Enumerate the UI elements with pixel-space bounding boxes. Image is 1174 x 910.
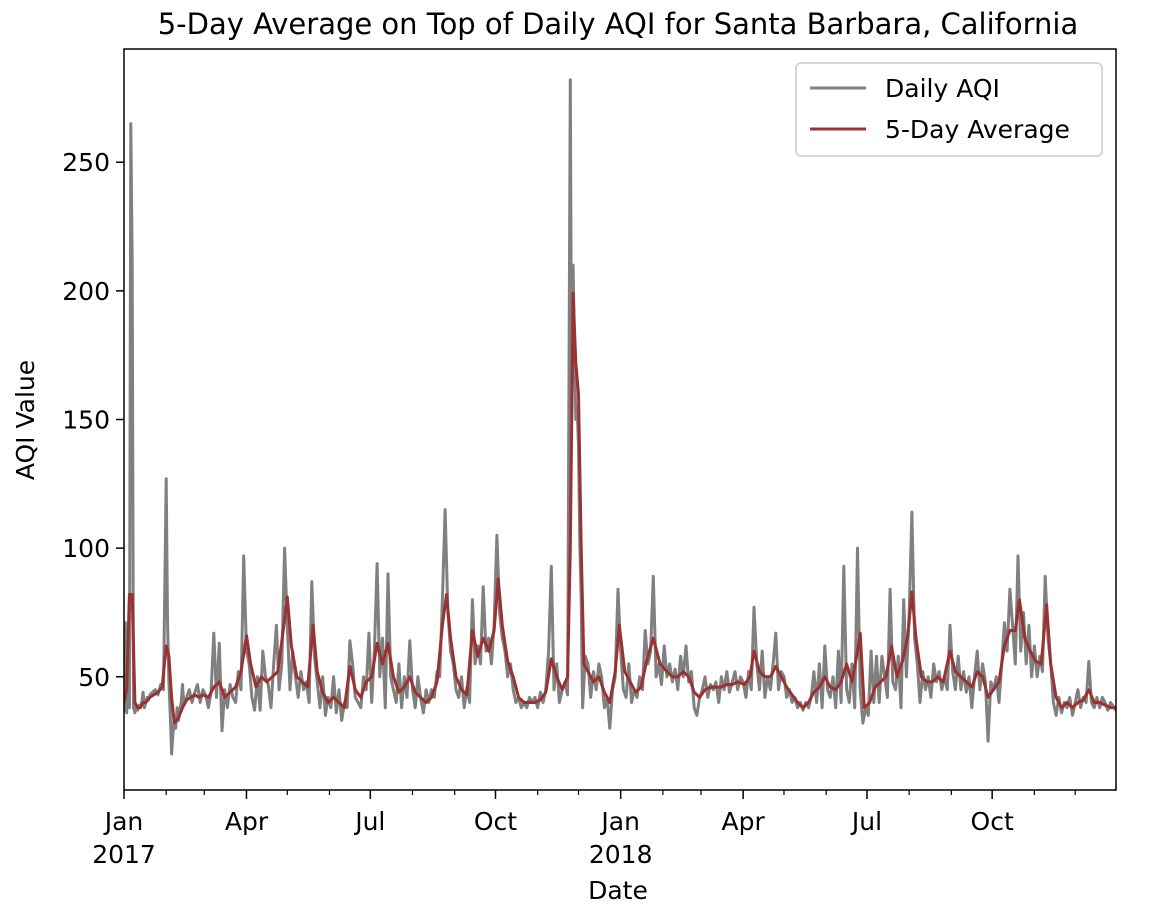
y-tick-label: 50 <box>78 663 110 692</box>
x-tick-year-label: 2018 <box>589 840 653 869</box>
y-tick-label: 100 <box>62 534 110 563</box>
x-tick-label: Apr <box>722 807 766 836</box>
legend: Daily AQI 5-Day Average <box>795 62 1103 157</box>
legend-box <box>795 62 1103 157</box>
series-line-daily-aqi <box>124 78 1116 756</box>
x-axis: Jan 2017 Apr Jul Oct Jan 2018 Apr Jul Oct <box>92 790 1076 869</box>
y-tick-label: 200 <box>62 277 110 306</box>
chart-title: 5-Day Average on Top of Daily AQI for Sa… <box>158 7 1079 41</box>
x-tick-label: Oct <box>971 807 1014 836</box>
x-axis-label: Date <box>588 876 648 905</box>
x-tick-label: Oct <box>474 807 517 836</box>
y-tick-label: 250 <box>62 148 110 177</box>
x-tick-label: Jul <box>353 807 385 836</box>
x-tick-label: Apr <box>225 807 269 836</box>
x-tick-year-label: 2017 <box>92 840 156 869</box>
y-tick-label: 150 <box>62 406 110 435</box>
x-tick-label: Jul <box>850 807 882 836</box>
x-tick-label: Jan <box>103 807 144 836</box>
legend-label-5-day-average: 5-Day Average <box>885 115 1070 144</box>
series-line-5-day-average <box>124 291 1116 725</box>
y-axis-label: AQI Value <box>11 360 40 480</box>
series-layer <box>124 78 1116 756</box>
y-axis: 50 100 150 200 250 <box>62 148 124 692</box>
legend-label-daily-aqi: Daily AQI <box>885 74 1000 103</box>
x-tick-label: Jan <box>599 807 640 836</box>
